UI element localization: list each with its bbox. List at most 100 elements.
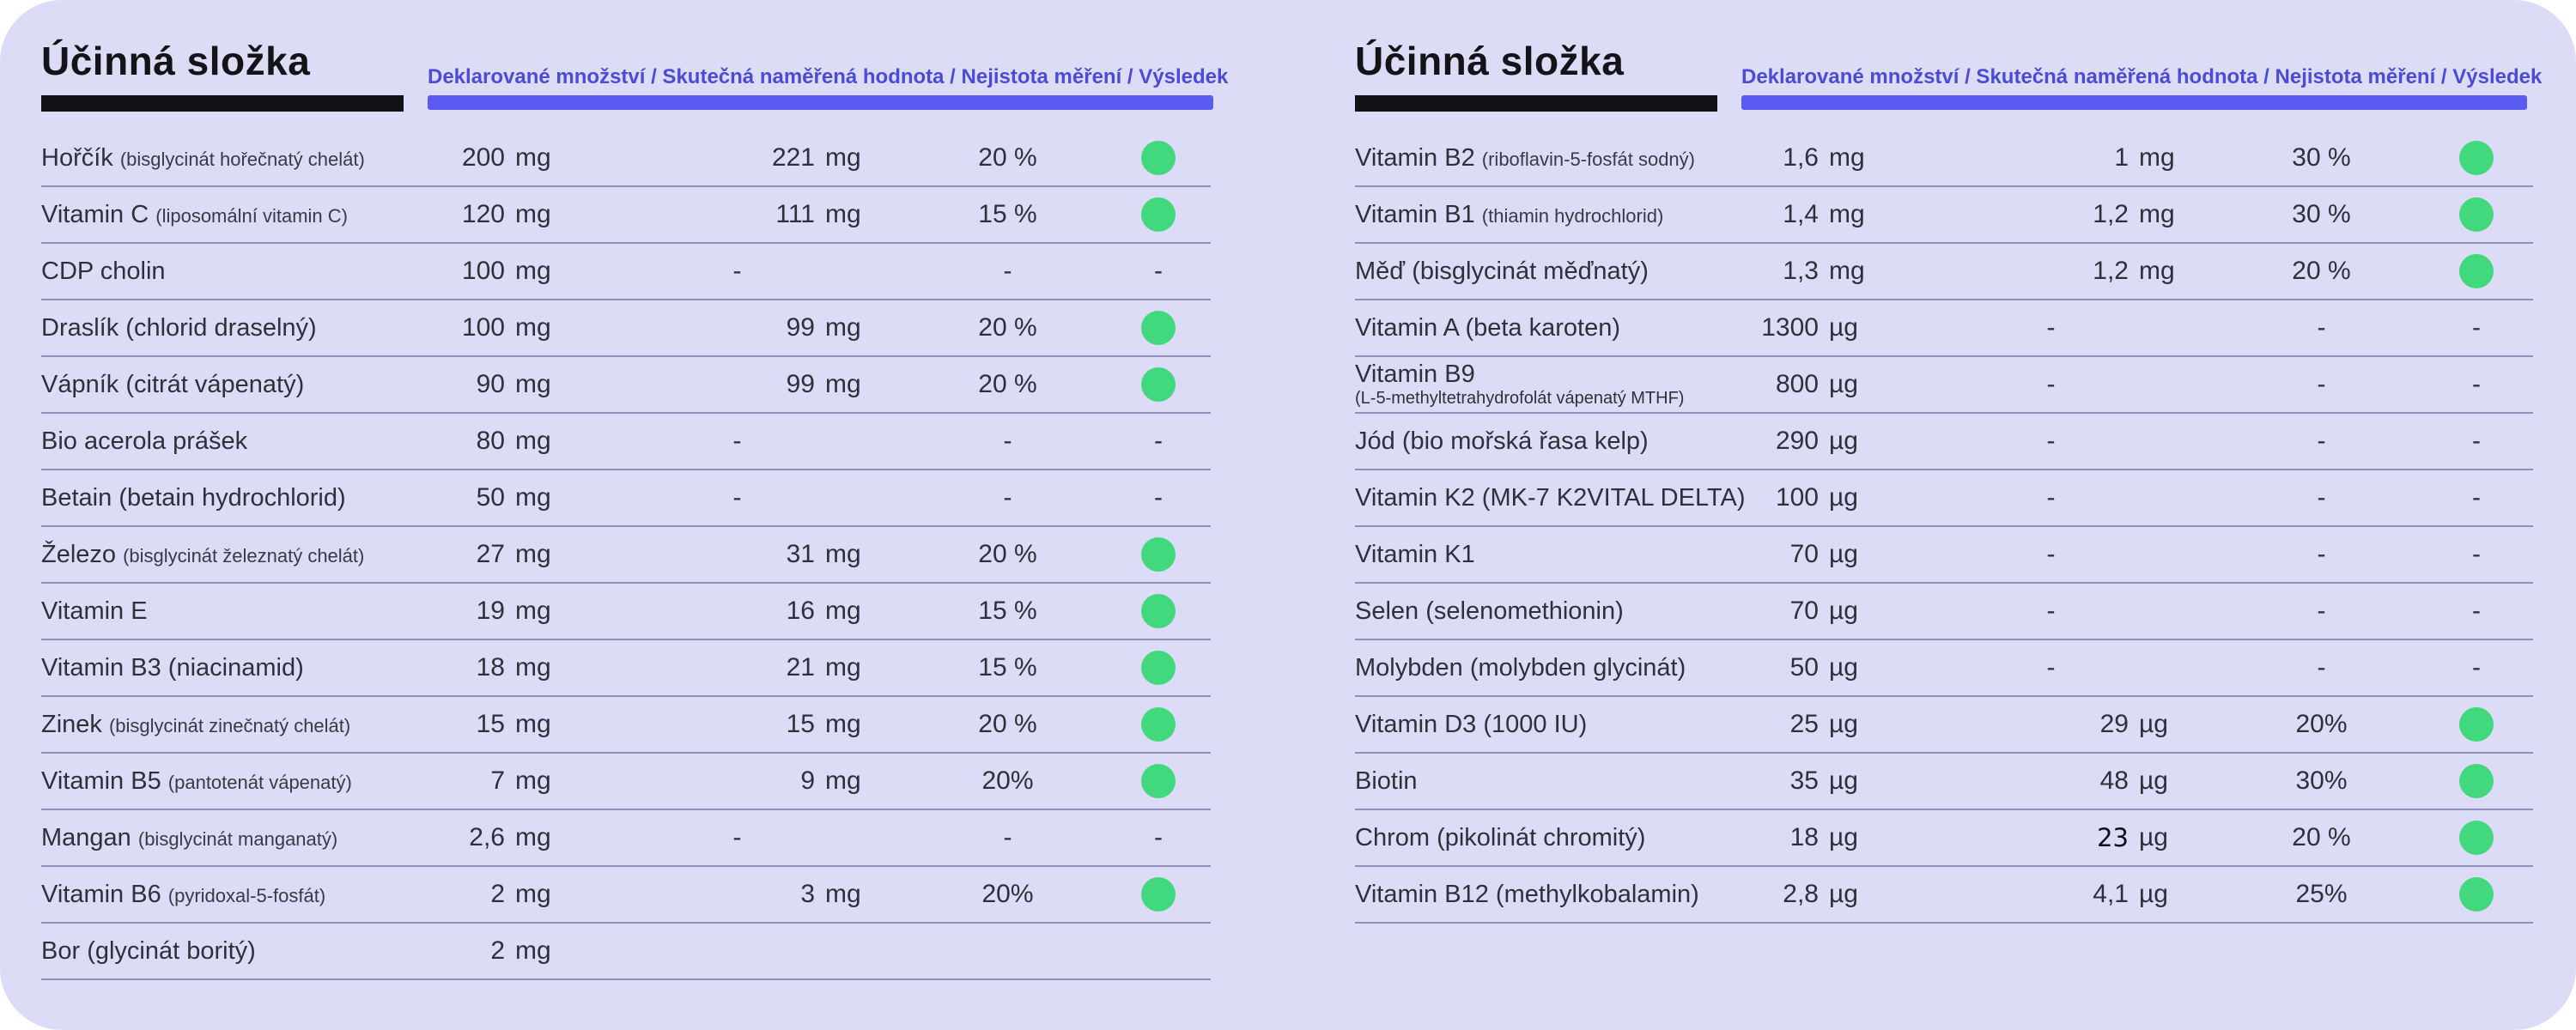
uncertainty-value: - xyxy=(2317,483,2326,512)
declared-amount-value: 27 xyxy=(476,540,505,568)
declared-amount-value: 200 xyxy=(461,143,505,172)
ingredient-main-name: Vitamin B2 xyxy=(1355,143,1475,172)
declared-amount-unit: mg xyxy=(515,313,551,342)
table-row: Vitamin B9 (L-5-methyltetrahydrofolát vá… xyxy=(1355,357,2533,414)
table-row: Vitamin B2 (riboflavin-5-fosfát sodný) 1… xyxy=(1355,130,2533,187)
uncertainty-value: - xyxy=(2317,370,2326,398)
table-row: Vitamin E 19 mg 16 mg 15 % xyxy=(41,584,1211,640)
measured-amount-value: 9 xyxy=(800,766,815,795)
result-pass-dot-icon xyxy=(1141,594,1176,628)
result-pass-dot-icon xyxy=(2459,821,2494,855)
result-pass-dot-icon xyxy=(2459,764,2494,798)
ingredient-detail: (niacinamid) xyxy=(167,653,304,682)
ingredient-detail: (pyridoxal-5-fosfát) xyxy=(167,884,326,906)
result-cell xyxy=(2420,197,2533,232)
ingredient-main-name: Jód xyxy=(1355,427,1395,455)
ingredient-main-name: Železo xyxy=(41,540,117,568)
measured-amount-value: 221 xyxy=(771,143,815,172)
declared-amount-unit: mg xyxy=(515,483,551,512)
measured-amount-unit: mg xyxy=(2139,143,2175,172)
ingredient-name: Vitamin K2 (MK-7 K2VITAL DELTA) xyxy=(1355,485,1746,511)
declared-amount-unit: mg xyxy=(515,823,551,851)
measured-amount-unit: mg xyxy=(825,370,861,398)
declared-amount-value: 7 xyxy=(490,766,505,795)
declared-amount-unit: mg xyxy=(515,653,551,682)
ingredient-main-name: Betain xyxy=(41,483,112,512)
uncertainty-value: 20 % xyxy=(978,370,1037,398)
title-underline-bar xyxy=(1355,95,1717,112)
measured-amount-value: 15 xyxy=(786,710,815,738)
result-cell: - xyxy=(2472,483,2481,512)
result-cell: - xyxy=(2472,370,2481,398)
ingredient-main-name: Vitamin C xyxy=(41,200,149,228)
result-cell xyxy=(1106,877,1211,912)
ingredient-main-name: Draslík xyxy=(41,313,119,342)
declared-amount-unit: mg xyxy=(515,936,551,965)
ingredient-main-name: Vitamin E xyxy=(41,597,148,625)
measured-amount-value: 48 xyxy=(2099,766,2129,795)
uncertainty-value: - xyxy=(1003,483,1012,512)
result-pass-dot-icon xyxy=(1141,141,1176,175)
ingredient-main-name: Vitamin B9 xyxy=(1355,360,1475,388)
ingredient-detail: (glycinát boritý) xyxy=(87,936,256,965)
result-cell: - xyxy=(2472,427,2481,455)
declared-amount-value: 80 xyxy=(476,427,505,455)
uncertainty-value: 20 % xyxy=(978,143,1037,172)
ingredient-main-name: Chrom xyxy=(1355,823,1431,851)
table-row: CDP cholin 100 mg - - - xyxy=(41,244,1211,300)
ingredient-main-name: Vitamin B12 xyxy=(1355,880,1489,908)
measured-amount-value: 99 xyxy=(786,370,815,398)
result-cell xyxy=(1106,367,1211,402)
ingredient-name: Bor (glycinát boritý) xyxy=(41,938,429,964)
ingredient-name: Vitamin B1 (thiamin hydrochlorid) xyxy=(1355,202,1743,227)
ingredient-detail: (bio mořská řasa kelp) xyxy=(1401,427,1649,455)
ingredient-detail: (betain hydrochlorid) xyxy=(118,483,346,512)
uncertainty-value: - xyxy=(1003,427,1012,455)
result-cell: - xyxy=(1154,823,1163,851)
ingredient-detail: (bisglycinát manganatý) xyxy=(137,827,338,850)
ingredient-main-name: Zinek xyxy=(41,710,102,738)
declared-amount-value: 1300 xyxy=(1761,313,1819,342)
declared-amount-value: 1,3 xyxy=(1783,257,1819,285)
ingredient-main-name: Bor xyxy=(41,936,81,965)
declared-amount-value: 2 xyxy=(490,936,505,965)
declared-amount-unit: µg xyxy=(1829,427,1858,455)
result-pass-dot-icon xyxy=(1141,197,1176,232)
ingredient-name: Měď (bisglycinát měďnatý) xyxy=(1355,258,1743,284)
ingredient-main-name: Vitamin K1 xyxy=(1355,540,1475,568)
measured-amount-value: - xyxy=(2046,370,2056,398)
result-cell xyxy=(2420,141,2533,175)
columns-header: Deklarované množství / Skutečná naměřená… xyxy=(1741,65,2543,88)
ingredient-main-name: Biotin xyxy=(1355,766,1418,795)
result-cell: - xyxy=(2472,313,2481,342)
ingredient-name: Zinek (bisglycinát zinečnatý chelát) xyxy=(41,712,429,737)
table-row: Mangan (bisglycinát manganatý) 2,6 mg - … xyxy=(41,810,1211,867)
measured-amount-value: - xyxy=(2046,483,2056,512)
table-row: Vitamin D3 (1000 IU) 25 µg 29 µg 20% xyxy=(1355,697,2533,754)
ingredient-name: Vápník (citrát vápenatý) xyxy=(41,372,429,397)
declared-amount-unit: µg xyxy=(1829,370,1858,398)
measured-amount-unit: µg xyxy=(2139,823,2168,851)
result-cell xyxy=(1106,537,1211,572)
table-row: Biotin 35 µg 48 µg 30% xyxy=(1355,754,2533,810)
ingredient-detail: (beta karoten) xyxy=(1465,313,1620,342)
table-row: Železo (bisglycinát železnatý chelát) 27… xyxy=(41,527,1211,584)
declared-amount-value: 1,4 xyxy=(1783,200,1819,228)
result-pass-dot-icon xyxy=(2459,141,2494,175)
measured-amount-unit: mg xyxy=(2139,200,2175,228)
measured-amount-unit: mg xyxy=(825,597,861,625)
declared-amount-unit: µg xyxy=(1829,597,1858,625)
table-row: Bio acerola prášek 80 mg - - - xyxy=(41,414,1211,470)
declared-amount-unit: µg xyxy=(1829,710,1858,738)
uncertainty-value: 20 % xyxy=(2292,257,2351,285)
declared-amount-unit: mg xyxy=(1829,143,1865,172)
declared-amount-unit: mg xyxy=(1829,257,1865,285)
declared-amount-unit: µg xyxy=(1829,483,1858,512)
uncertainty-value: 25% xyxy=(2295,880,2348,908)
result-cell xyxy=(2420,764,2533,798)
ingredient-detail: (bisglycinát měďnatý) xyxy=(1412,257,1649,285)
result-pass-dot-icon xyxy=(1141,877,1176,912)
declared-amount-unit: µg xyxy=(1829,766,1858,795)
measured-amount-unit: mg xyxy=(825,710,861,738)
